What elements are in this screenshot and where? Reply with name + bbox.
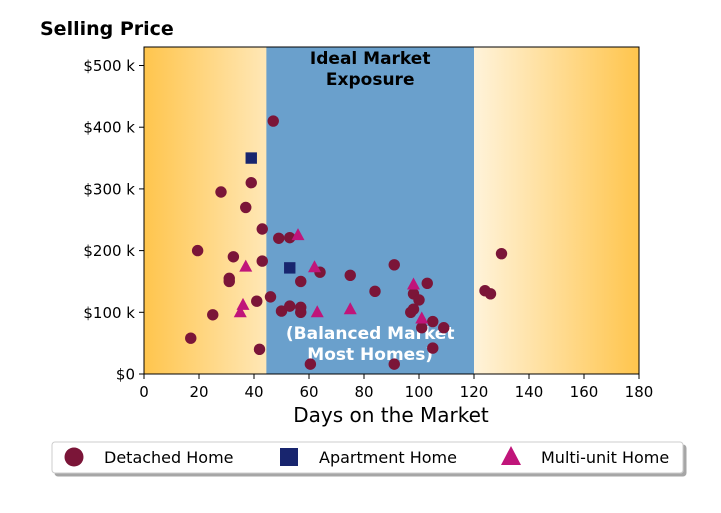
detached-home-point xyxy=(284,231,296,244)
detached-home-point xyxy=(295,275,307,288)
multi-unit-home-point xyxy=(233,305,247,318)
detached-home-point xyxy=(427,342,439,354)
balanced-market-label: (Balanced Market Most Homes) xyxy=(286,324,455,365)
y-tick-label: $200 k xyxy=(83,242,135,260)
plot-frame xyxy=(143,46,640,375)
x-axis-title: Days on the Market xyxy=(293,403,489,427)
x-tick-label: 140 xyxy=(515,383,544,401)
x-tick-label: 40 xyxy=(244,383,263,401)
y-tick-label: $300 k xyxy=(83,180,135,198)
y-axis-title: Selling Price xyxy=(40,18,174,40)
detached-home-point xyxy=(185,332,197,344)
detached-home-point xyxy=(264,291,277,303)
multi-unit-home-point xyxy=(239,259,253,272)
apartment-home-point xyxy=(245,152,257,164)
detached-home-point xyxy=(245,177,257,189)
detached-home-point xyxy=(273,232,285,244)
detached-home-point xyxy=(253,343,266,356)
detached-home-point xyxy=(215,186,227,198)
detached-home-point xyxy=(484,288,497,300)
ideal-market-region xyxy=(266,47,474,374)
detached-home-point xyxy=(304,358,317,370)
detached-home-point xyxy=(284,300,296,312)
multi-unit-home-point xyxy=(343,302,357,315)
data-points xyxy=(185,115,508,370)
y-axis: $0 $100 k $200 k $300 k $400 k $500 k xyxy=(83,57,144,384)
legend-label-multi-unit-home: Multi-unit Home xyxy=(541,448,669,467)
x-tick-label: 0 xyxy=(139,383,149,401)
x-tick-label: 180 xyxy=(625,383,654,401)
detached-home-point xyxy=(413,294,425,306)
detached-home-point xyxy=(421,277,433,290)
x-tick-label: 100 xyxy=(405,383,434,401)
detached-home-point xyxy=(240,201,252,214)
detached-home-point xyxy=(427,315,439,328)
detached-home-point xyxy=(388,259,400,271)
detached-home-point xyxy=(295,306,307,319)
legend-marker-multi-unit-home xyxy=(501,446,521,465)
x-axis: 0 20 40 60 80 100 120 140 160 180 xyxy=(139,374,653,401)
detached-home-point xyxy=(256,223,268,235)
apartment-home-point xyxy=(284,262,296,274)
multi-unit-home-point xyxy=(291,228,305,241)
legend-box xyxy=(51,441,684,474)
multi-unit-home-point xyxy=(310,305,324,318)
multi-unit-home-point xyxy=(308,260,321,273)
legend-marker-detached-home xyxy=(64,447,84,467)
detached-home-point xyxy=(369,285,381,298)
detached-home-point xyxy=(207,309,219,321)
detached-home-point xyxy=(407,303,420,315)
y-tick-label: $0 xyxy=(116,366,135,384)
ideal-market-exposure-label: Ideal Market Exposure xyxy=(310,49,431,90)
legend-marker-apartment-home xyxy=(280,448,298,466)
multi-unit-home-point xyxy=(236,297,250,310)
multi-unit-home-point xyxy=(415,311,429,324)
detached-home-point xyxy=(275,305,288,317)
x-tick-label: 20 xyxy=(189,383,208,401)
y-tick-label: $400 k xyxy=(83,119,135,137)
detached-home-point xyxy=(344,269,356,281)
detached-home-point xyxy=(438,322,450,334)
detached-home-point xyxy=(223,275,235,288)
detached-home-point xyxy=(416,322,428,334)
y-tick-label: $100 k xyxy=(83,304,135,322)
legend-label-detached-home: Detached Home xyxy=(104,448,234,467)
detached-home-point xyxy=(191,244,204,257)
detached-home-point xyxy=(251,295,263,307)
detached-home-point xyxy=(227,251,240,263)
x-tick-label: 60 xyxy=(299,383,318,401)
legend: Detached Home Apartment Home Multi-unit Ho… xyxy=(51,441,684,474)
detached-home-point xyxy=(256,255,268,267)
detached-home-point xyxy=(495,247,508,260)
x-tick-label: 80 xyxy=(354,383,373,401)
multi-unit-home-point xyxy=(407,277,420,290)
x-tick-label: 120 xyxy=(460,383,489,401)
y-tick-label: $500 k xyxy=(83,57,135,75)
legend-label-apartment-home: Apartment Home xyxy=(319,448,457,467)
detached-home-point xyxy=(388,358,400,370)
x-tick-label: 160 xyxy=(570,383,599,401)
detached-home-point xyxy=(267,115,279,127)
